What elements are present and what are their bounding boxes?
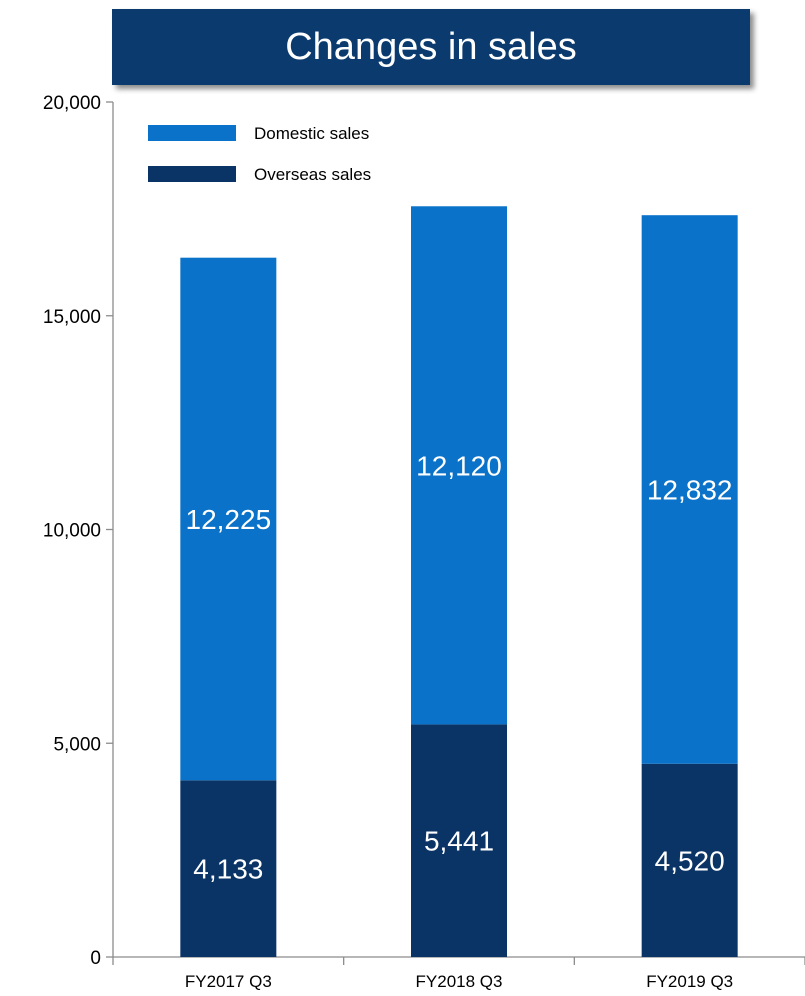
overseas-sales-bar [641,763,738,957]
overseas-sales-bar [411,724,507,957]
domestic-sales-value-label: 12,832 [647,474,733,505]
x-category-label: FY2019 Q3 [646,972,733,991]
y-tick-label: 10,000 [43,521,101,542]
y-tick-label: 5,000 [53,734,101,755]
legend-swatch [148,166,236,182]
overseas-sales-value-label: 4,520 [655,845,725,876]
y-tick-label: 0 [90,948,101,969]
domestic-sales-value-label: 12,120 [416,450,502,481]
overseas-sales-value-label: 4,133 [193,854,263,885]
overseas-sales-bar [180,780,277,957]
domestic-sales-value-label: 12,225 [186,504,272,535]
legend-label: Overseas sales [254,165,371,184]
x-category-label: FY2017 Q3 [185,972,272,991]
domestic-sales-bar [411,206,507,725]
chart-title: Changes in sales [285,25,577,68]
domestic-sales-bar [641,215,738,764]
legend-swatch [148,125,236,141]
domestic-sales-bar [180,257,277,781]
y-tick-label: 20,000 [43,93,101,114]
legend-label: Domestic sales [254,124,369,143]
x-category-label: FY2018 Q3 [416,972,503,991]
y-tick-label: 15,000 [43,307,101,328]
overseas-sales-value-label: 5,441 [424,826,494,857]
chart-title-banner: Changes in sales [112,9,750,85]
